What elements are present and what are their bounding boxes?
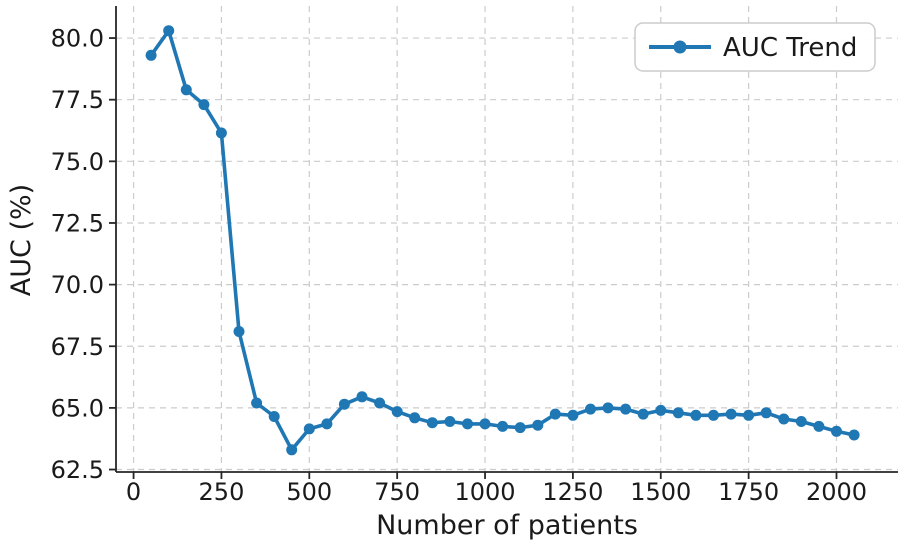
y-tick-label: 80.0 — [51, 25, 104, 53]
data-point-marker — [198, 99, 210, 111]
x-tick-label: 1250 — [542, 478, 603, 506]
data-point-marker — [409, 412, 421, 424]
data-point-marker — [268, 411, 280, 422]
data-point-marker — [778, 413, 790, 425]
data-point-marker — [444, 416, 456, 427]
data-point-marker — [426, 417, 438, 429]
data-point-marker — [163, 25, 175, 37]
legend-box — [634, 22, 876, 72]
data-point-marker — [514, 422, 526, 434]
data-point-marker — [462, 418, 473, 430]
data-point-marker — [321, 418, 333, 430]
data-point-marker — [813, 420, 825, 432]
data-point-marker — [602, 402, 614, 414]
y-tick-label: 62.5 — [51, 456, 104, 484]
data-point-marker — [251, 397, 263, 409]
data-point-marker — [303, 423, 315, 435]
data-point-marker — [672, 407, 684, 419]
data-point-marker — [532, 419, 544, 431]
data-point-marker — [215, 127, 227, 139]
x-tick-label: 1500 — [630, 478, 691, 506]
data-point-marker — [180, 84, 192, 96]
data-point-marker — [356, 391, 368, 403]
x-tick-label: 2000 — [806, 478, 867, 506]
data-point-marker — [549, 408, 561, 420]
data-point-marker — [233, 326, 245, 337]
y-axis-title: AUC (%) — [6, 184, 37, 296]
y-tick-label: 65.0 — [51, 394, 104, 422]
legend-label: AUC Trend — [723, 33, 857, 63]
x-tick-label: 1000 — [454, 478, 515, 506]
x-tick-label: 0 — [126, 478, 141, 506]
data-point-marker — [690, 409, 702, 421]
data-point-marker — [831, 425, 842, 437]
data-point-marker — [637, 408, 649, 420]
y-tick-label: 77.5 — [51, 86, 104, 114]
data-point-marker — [497, 420, 509, 432]
data-point-marker — [620, 403, 632, 415]
y-tick-label: 75.0 — [51, 148, 104, 176]
x-tick-label: 250 — [199, 478, 245, 506]
data-point-marker — [795, 416, 807, 427]
data-point-marker — [479, 418, 491, 430]
legend-marker-icon — [673, 40, 687, 54]
data-point-marker — [286, 444, 298, 456]
y-tick-label: 67.5 — [51, 333, 104, 361]
legend: AUC Trend — [634, 22, 876, 72]
data-point-marker — [760, 407, 772, 419]
data-point-marker — [708, 409, 719, 421]
y-tick-label: 70.0 — [51, 271, 104, 299]
y-tick-label: 72.5 — [51, 209, 104, 237]
data-point-marker — [743, 409, 755, 421]
data-point-marker — [391, 406, 403, 418]
data-point-marker — [655, 404, 667, 416]
data-point-marker — [145, 49, 157, 61]
data-point-marker — [848, 429, 860, 441]
x-tick-label: 750 — [374, 478, 420, 506]
data-point-marker — [585, 403, 596, 415]
x-tick-label: 500 — [286, 478, 332, 506]
x-tick-label: 1750 — [718, 478, 779, 506]
x-axis-title: Number of patients — [376, 510, 638, 541]
data-point-marker — [725, 408, 737, 420]
series-layer — [145, 25, 860, 456]
grid-layer: 62.5 65.0 67.5 70.0 72.5 75.0 77.5 80.0 0 250 500 7… — [51, 6, 898, 506]
data-point-marker — [338, 398, 350, 410]
data-point-marker — [567, 409, 579, 421]
data-point-marker — [374, 397, 386, 409]
